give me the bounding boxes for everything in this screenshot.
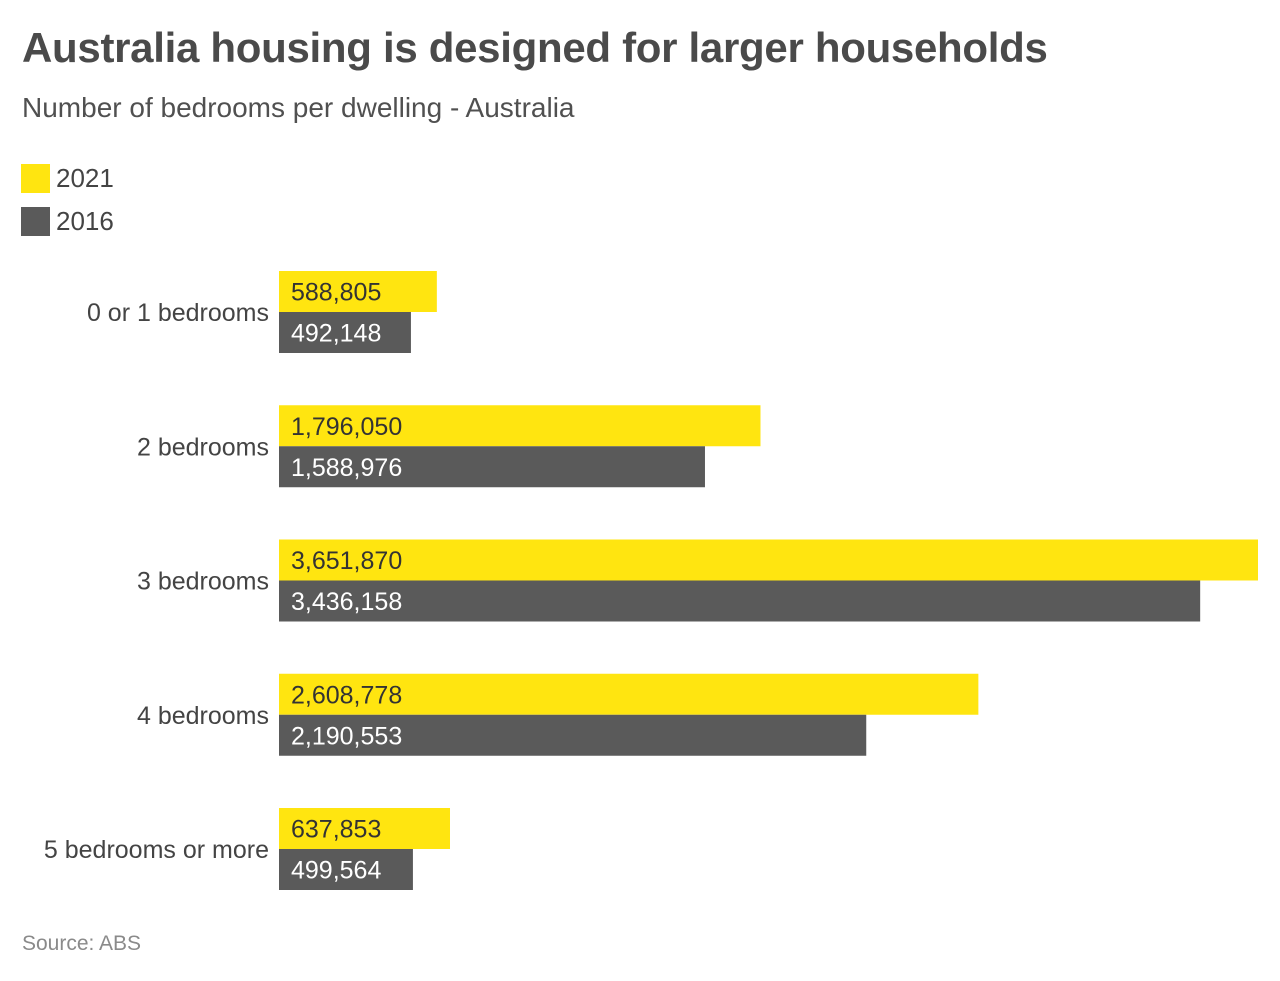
legend-item-2021: 2021 [21, 163, 114, 193]
legend-label-2016: 2016 [56, 206, 114, 236]
bar-group-4-bedrooms: 4 bedrooms 2,608,778 2,190,553 [137, 673, 979, 756]
category-label: 5 bedrooms or more [44, 836, 269, 864]
bar-2016 [279, 849, 413, 890]
source-note: Source: ABS [22, 932, 142, 955]
data-label-2016: 2,190,553 [291, 722, 402, 750]
data-label-2021: 1,796,050 [291, 413, 402, 441]
category-label: 2 bedrooms [137, 433, 269, 461]
legend-swatch-2021 [21, 164, 50, 193]
bar-2016 [279, 312, 411, 353]
bar-2016 [279, 580, 1201, 622]
data-label-2021: 588,805 [291, 279, 381, 307]
bar-group-3-bedrooms: 3 bedrooms 3,651,870 3,436,158 [137, 539, 1258, 622]
data-label-2021: 2,608,778 [291, 681, 402, 709]
bar-2016 [279, 446, 705, 488]
bar-group-0-or-1-bedrooms: 0 or 1 bedrooms 588,805 492,148 [87, 271, 437, 353]
bar-group-2-bedrooms: 2 bedrooms 1,796,050 1,588,976 [137, 405, 761, 488]
data-label-2016: 1,588,976 [291, 454, 402, 482]
data-label-2021: 3,651,870 [291, 547, 402, 575]
category-label: 4 bedrooms [137, 702, 269, 730]
chart-title: Australia housing is designed for larger… [22, 24, 1048, 71]
bar-group-5-bedrooms-or-more: 5 bedrooms or more 637,853 499,564 [44, 808, 450, 890]
bar-2021 [279, 271, 437, 312]
bar-2021 [279, 539, 1258, 581]
legend-item-2016: 2016 [21, 206, 114, 236]
bar-2021 [279, 808, 450, 849]
data-label-2016: 492,148 [291, 320, 381, 348]
bar-2021 [279, 405, 761, 447]
category-label: 0 or 1 bedrooms [87, 299, 269, 327]
legend-label-2021: 2021 [56, 163, 114, 193]
chart-subtitle: Number of bedrooms per dwelling - Austra… [22, 92, 575, 123]
bar-2016 [279, 714, 867, 756]
bar-2021 [279, 673, 979, 715]
data-label-2021: 637,853 [291, 816, 381, 844]
legend: 2021 2016 [21, 163, 114, 250]
data-label-2016: 3,436,158 [291, 588, 402, 616]
data-label-2016: 499,564 [291, 857, 381, 885]
category-label: 3 bedrooms [137, 568, 269, 596]
legend-swatch-2016 [21, 207, 50, 236]
